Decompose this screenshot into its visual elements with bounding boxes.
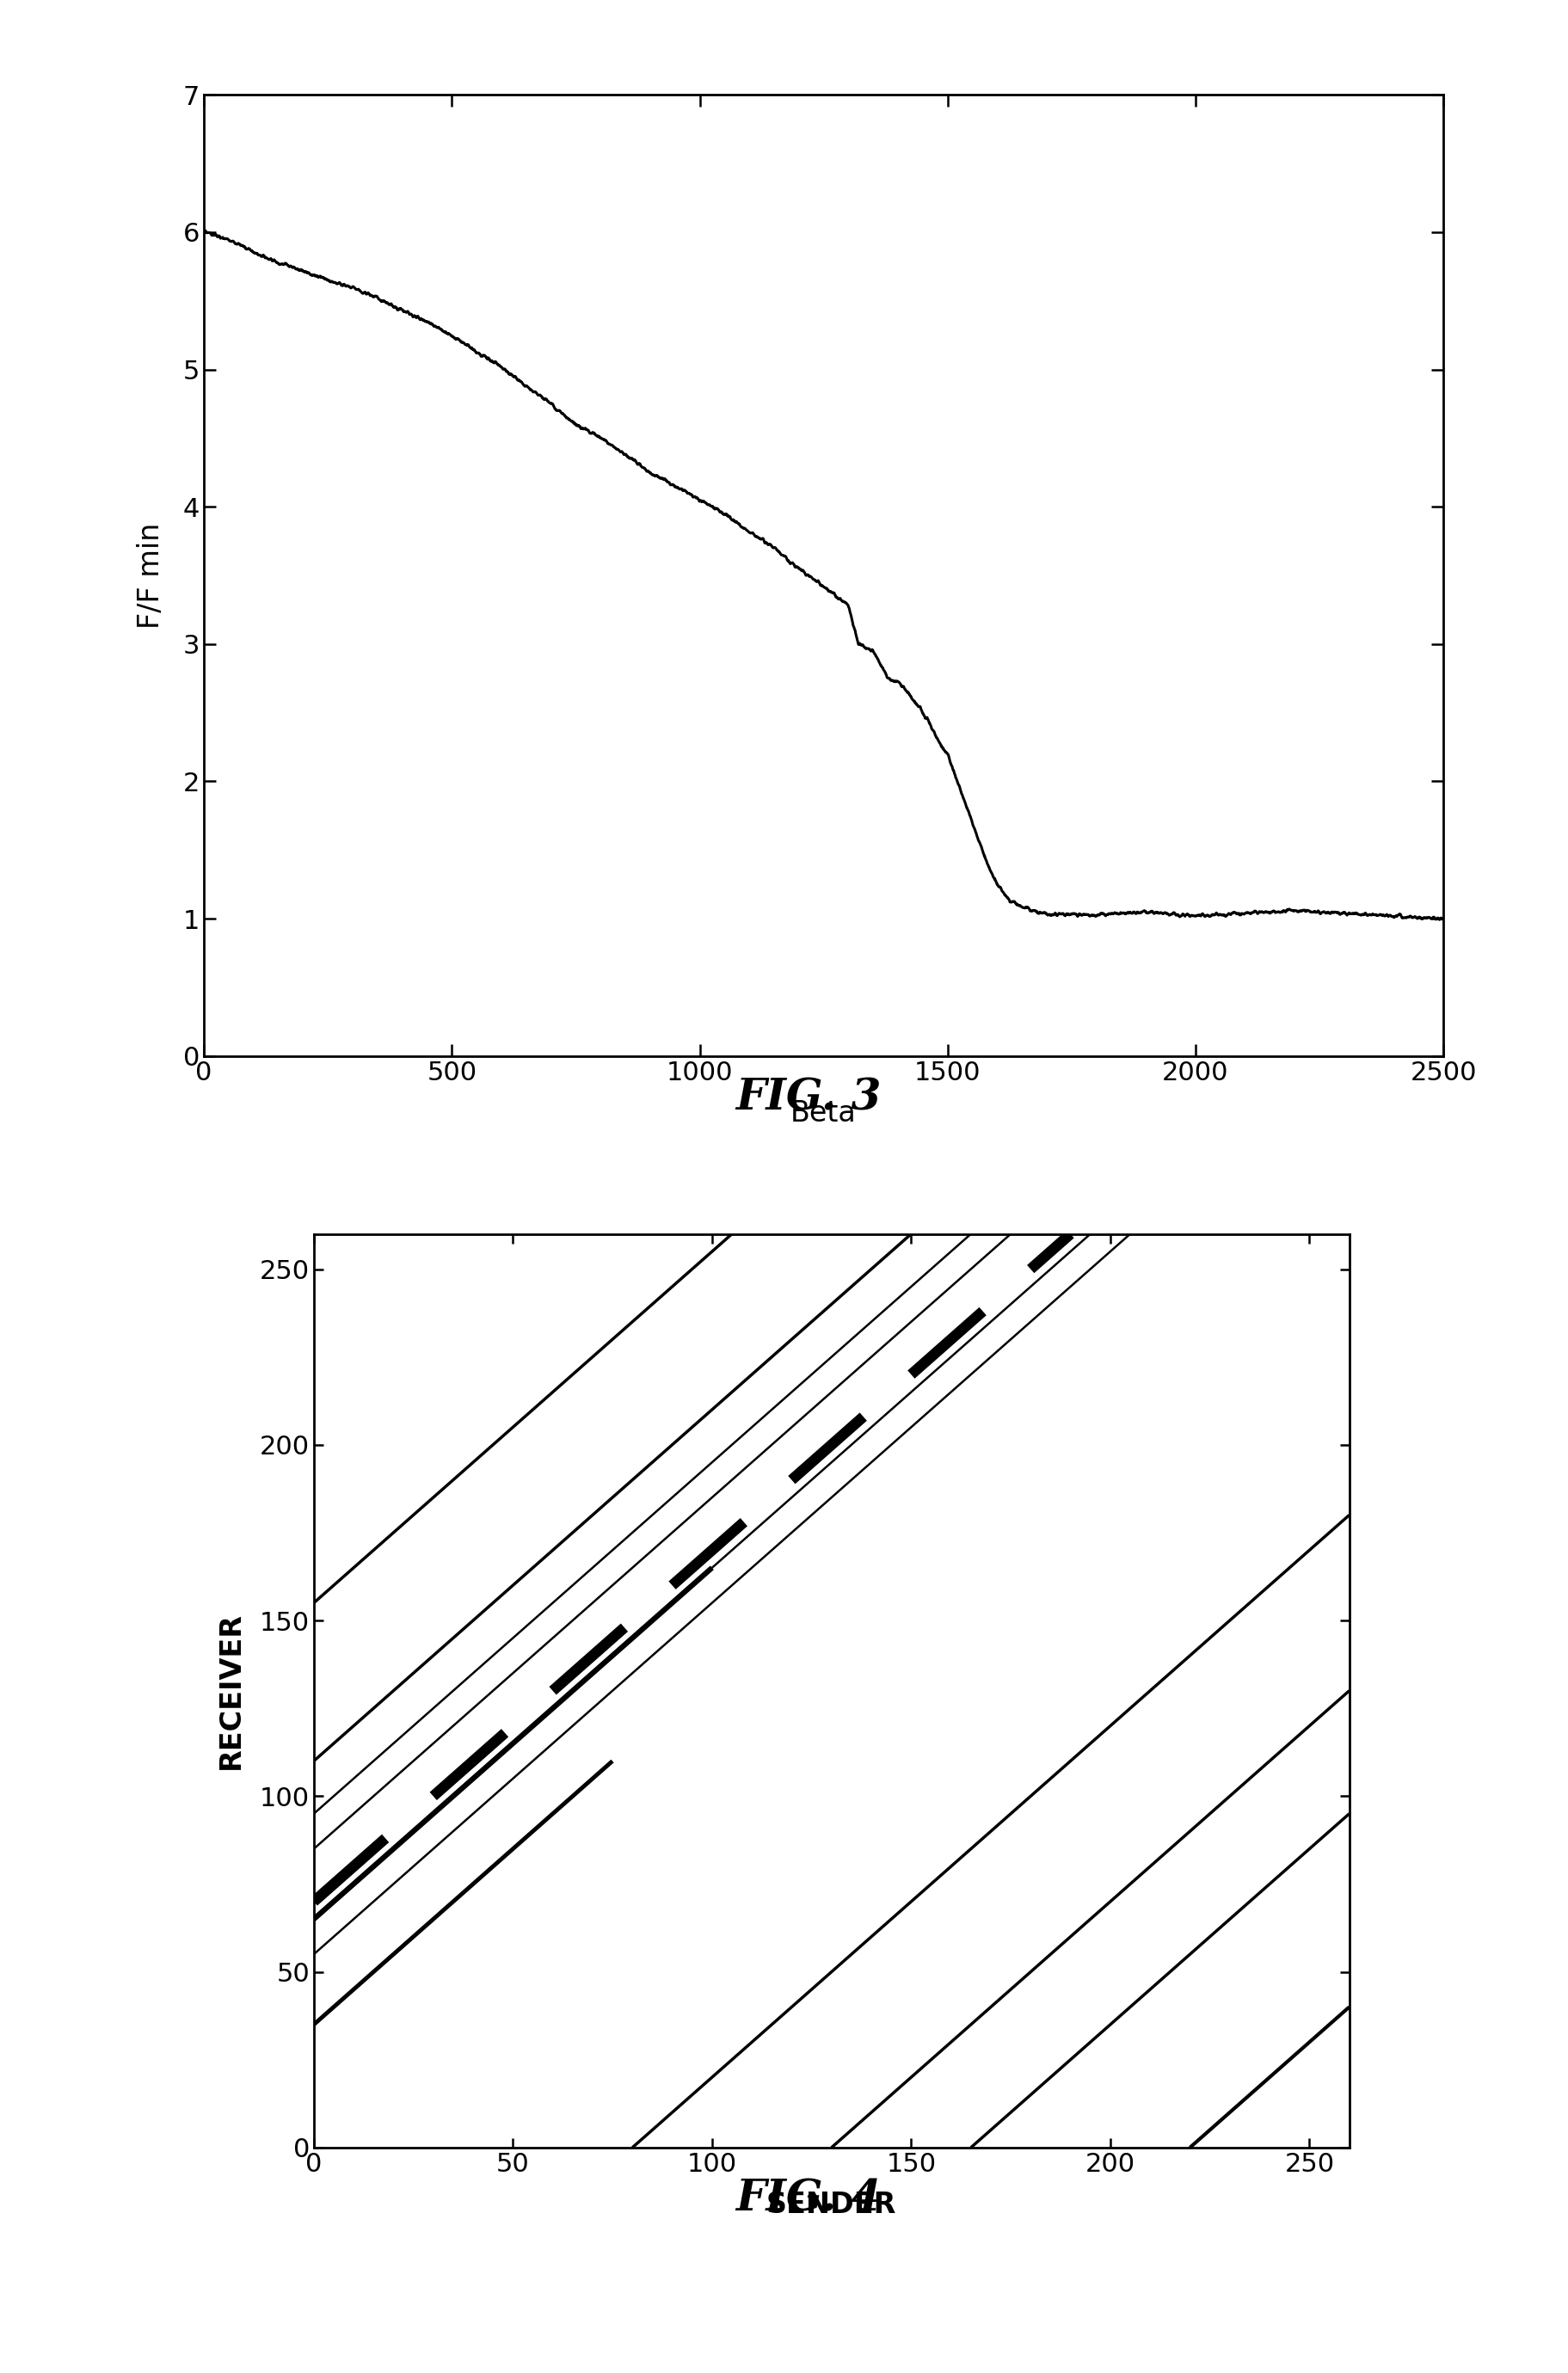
Text: FIG. 4: FIG. 4: [735, 2178, 880, 2221]
Text: FIG. 3: FIG. 3: [735, 1077, 880, 1120]
Y-axis label: RECEIVER: RECEIVER: [216, 1611, 245, 1770]
Y-axis label: F/F min: F/F min: [136, 522, 165, 629]
X-axis label: Beta: Beta: [790, 1099, 856, 1127]
X-axis label: SENDER: SENDER: [767, 2190, 895, 2219]
